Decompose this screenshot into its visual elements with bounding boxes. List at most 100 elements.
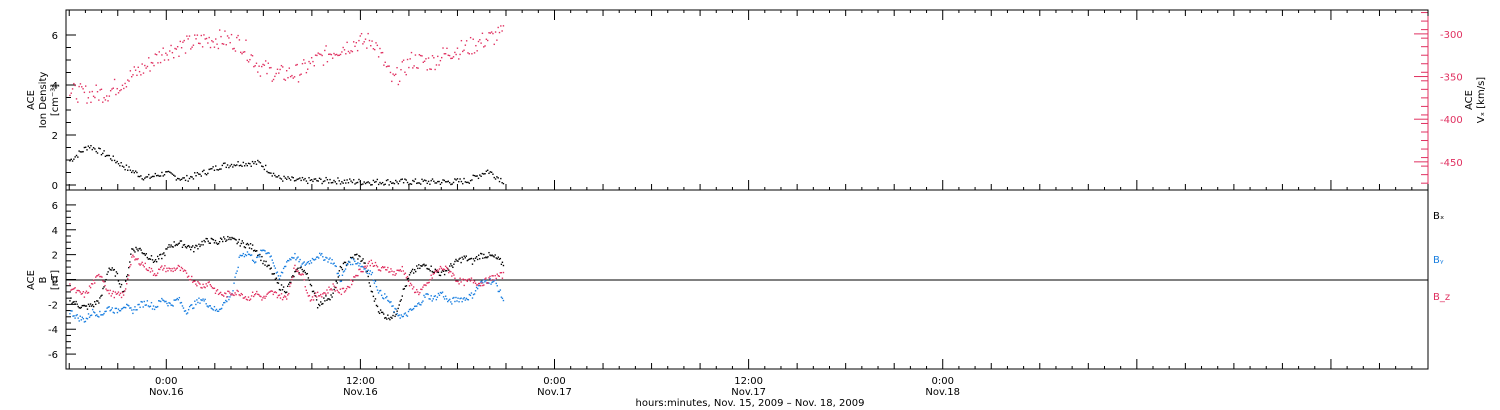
- b-point-z: [153, 273, 156, 275]
- b-point-z: [251, 291, 254, 293]
- b-point-y: [468, 293, 471, 296]
- velocity-point: [162, 47, 164, 49]
- b-point-z: [128, 274, 130, 277]
- b-point-y: [405, 314, 408, 316]
- b-point-z: [473, 280, 476, 282]
- b-label-line2: B: [38, 276, 49, 283]
- density-point: [308, 177, 310, 179]
- velocity-point: [195, 38, 197, 40]
- b-point-y: [232, 290, 234, 292]
- density-point: [78, 150, 80, 152]
- velocity-point: [463, 49, 465, 51]
- b-point-x: [159, 254, 161, 256]
- velocity-point: [314, 54, 317, 56]
- density-point: [364, 182, 367, 185]
- b-point-z: [178, 265, 181, 268]
- b-point-y: [71, 310, 73, 312]
- velocity-point: [90, 101, 92, 104]
- b-point-z: [98, 273, 100, 276]
- b-point-x: [147, 258, 150, 260]
- b-point-y: [255, 261, 257, 263]
- velocity-point: [232, 48, 234, 50]
- velocity-point: [134, 69, 137, 71]
- b-point-x: [225, 240, 227, 242]
- velocity-point: [159, 61, 162, 64]
- velocity-point: [155, 53, 158, 56]
- density-point: [417, 182, 419, 184]
- b-point-x: [355, 254, 357, 256]
- b-point-x: [173, 241, 175, 243]
- velocity-point: [429, 68, 431, 70]
- b-point-y: [250, 254, 253, 256]
- b-point-y: [236, 270, 238, 272]
- velocity-point: [207, 42, 209, 44]
- b-point-z: [462, 278, 464, 280]
- b-point-y: [376, 289, 379, 291]
- b-point-y: [101, 314, 103, 316]
- density-point: [406, 181, 409, 184]
- b-point-z: [336, 289, 338, 292]
- b-point-z: [91, 283, 94, 285]
- velocity-point: [268, 67, 271, 69]
- b-point-z: [443, 268, 446, 271]
- b-point-z: [348, 286, 351, 289]
- velocity-point: [228, 37, 230, 39]
- density-point: [192, 178, 195, 180]
- b-point-z: [381, 265, 384, 268]
- velocity-point: [307, 68, 309, 70]
- b-point-x: [214, 239, 217, 242]
- b-point-y: [502, 299, 505, 302]
- b-point-y: [451, 303, 453, 305]
- density-point: [324, 180, 326, 182]
- velocity-point: [271, 80, 273, 82]
- b-point-z: [253, 294, 256, 296]
- density-point: [303, 179, 305, 181]
- velocity-point: [215, 38, 217, 40]
- b-point-y: [284, 265, 287, 268]
- density-point: [268, 172, 271, 174]
- density-point: [255, 163, 258, 165]
- b-point-y: [242, 252, 245, 255]
- velocity-point: [238, 39, 241, 41]
- b-point-y: [214, 309, 217, 312]
- b-point-x: [370, 290, 373, 293]
- b-point-x: [501, 261, 504, 263]
- b-point-x: [94, 301, 96, 303]
- b-point-x: [217, 242, 220, 245]
- b-point-z: [277, 294, 280, 297]
- b-point-z: [148, 266, 151, 269]
- b-point-z: [332, 283, 334, 285]
- b-point-x: [120, 283, 123, 286]
- density-point: [155, 174, 158, 177]
- b-point-y: [428, 298, 430, 300]
- b-point-z: [361, 270, 363, 273]
- b-point-y: [245, 254, 248, 257]
- density-point: [272, 172, 275, 175]
- density-point: [444, 181, 447, 183]
- density-point: [396, 181, 398, 183]
- b-point-x: [198, 243, 200, 246]
- b-point-y: [301, 263, 303, 265]
- velocity-point: [444, 53, 447, 55]
- b-point-z: [378, 269, 381, 271]
- velocity-point: [328, 53, 330, 56]
- b-point-y: [136, 309, 138, 311]
- density-point: [379, 181, 381, 184]
- b-point-z: [154, 274, 157, 277]
- b-point-y: [129, 307, 131, 309]
- velocity-point: [178, 55, 180, 57]
- b-point-y: [321, 252, 323, 255]
- velocity-point: [121, 84, 124, 87]
- velocity-point: [316, 54, 318, 57]
- b-point-x: [309, 283, 312, 286]
- b-point-z: [164, 265, 166, 267]
- density-point: [318, 177, 321, 180]
- density-point: [129, 169, 132, 171]
- b-point-z: [323, 292, 325, 294]
- b-point-y: [416, 305, 418, 307]
- b-point-y: [391, 305, 393, 307]
- b-point-z: [126, 282, 128, 285]
- b-point-x: [174, 244, 176, 247]
- b-point-x: [276, 281, 279, 284]
- b-point-x: [441, 269, 444, 272]
